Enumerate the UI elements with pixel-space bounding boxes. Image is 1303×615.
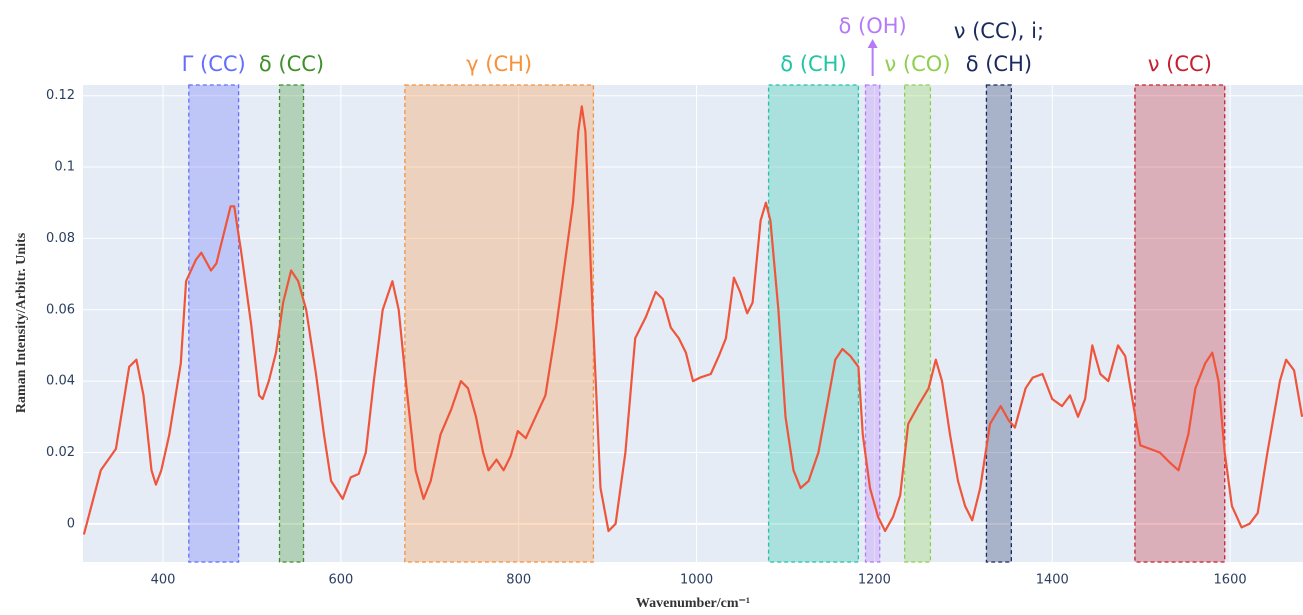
region-label: δ (CC)	[259, 52, 324, 76]
region-label: ν (CC), i;	[954, 19, 1044, 43]
x-tick-label: 400	[151, 573, 176, 588]
y-tick-label: 0.1	[54, 160, 75, 175]
arrow-head	[867, 39, 878, 48]
region	[404, 84, 595, 563]
region-label: ν (CC)	[1148, 52, 1212, 76]
x-axis-label: Wavenumber/cm⁻¹	[636, 596, 750, 611]
region	[278, 84, 305, 563]
region	[985, 84, 1012, 563]
x-tick-label: 1400	[1036, 573, 1069, 588]
x-tick-label: 1000	[680, 573, 713, 588]
region	[188, 84, 240, 563]
y-tick-label: 0	[67, 516, 75, 531]
region-label: Γ (CC)	[182, 52, 246, 76]
spectrum-line	[82, 105, 1303, 535]
x-tick-label: 1200	[858, 573, 891, 588]
region-label: δ (CH)	[966, 52, 1032, 76]
plot-area	[83, 85, 1303, 562]
region	[903, 84, 932, 563]
region-label: ν (CO)	[885, 52, 951, 76]
region-label: δ (OH)	[839, 14, 907, 38]
y-tick-label: 0.08	[46, 231, 75, 246]
y-tick-label: 0.02	[46, 445, 75, 460]
x-tick-label: 1600	[1214, 573, 1247, 588]
region	[1134, 84, 1226, 563]
y-tick-label: 0.04	[46, 374, 75, 389]
region	[767, 84, 860, 563]
region-label: δ (CH)	[780, 52, 846, 76]
y-axis-label: Raman Intensity/Arbitr. Units	[14, 232, 29, 413]
region	[864, 84, 881, 563]
x-tick-label: 600	[328, 573, 353, 588]
y-tick-label: 0.06	[46, 302, 75, 317]
region-label: γ (CH)	[466, 52, 532, 76]
x-tick-label: 800	[506, 573, 531, 588]
y-tick-label: 0.12	[46, 88, 75, 103]
